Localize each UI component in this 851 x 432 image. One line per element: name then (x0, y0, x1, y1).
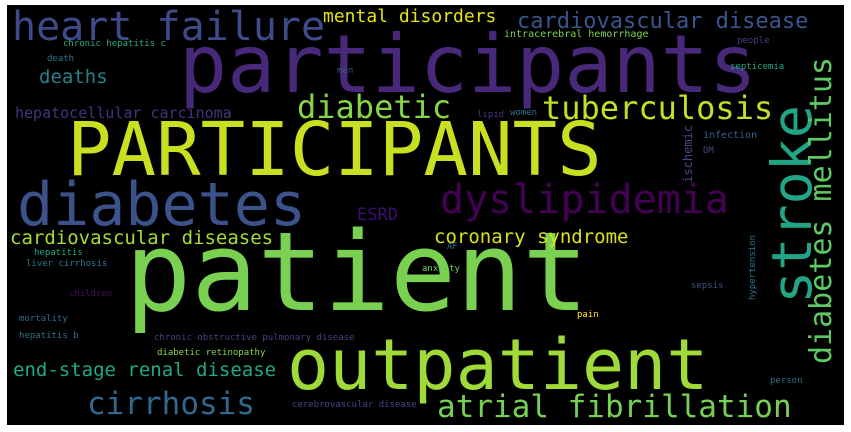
word-hepatitis: hepatitis (34, 248, 83, 258)
word-cardiovascular-diseases: cardiovascular diseases (10, 227, 274, 249)
word-cardiovascular-disease: cardiovascular disease (517, 9, 809, 34)
word-coronary-syndrome: coronary syndrome (434, 226, 629, 248)
word-dyslipidemia: dyslipidemia (440, 177, 729, 223)
word-participants: participants (179, 18, 757, 111)
word-liver-cirrhosis: liver cirrhosis (26, 259, 108, 269)
word-sepsis: sepsis (691, 281, 724, 291)
word-chronic-hepatitis-c: chronic hepatitis c (63, 39, 166, 49)
word-mortality: mortality (19, 314, 68, 324)
word-ESRD: ESRD (357, 205, 398, 225)
word-outpatient: outpatient (287, 324, 709, 406)
word-cerebrovascular-disease: cerebrovascular disease (292, 400, 417, 410)
word-person: person (770, 376, 803, 386)
word-anxiety: anxiety (422, 264, 460, 274)
word-AF: AF (447, 242, 458, 252)
word-DM: DM (703, 146, 714, 156)
word-diabetic: diabetic (297, 88, 452, 126)
word-death: death (47, 54, 75, 64)
word-diabetic-retinopathy: diabetic retinopathy (157, 348, 266, 358)
word-cloud: patient PARTICIPANTS participants outpat… (7, 5, 844, 425)
word-hepatitis-b: hepatitis b (19, 331, 79, 341)
word-hypertension: hypertension (748, 235, 758, 301)
word-infection: infection (703, 130, 758, 141)
word-end-stage-renal-disease: end-stage renal disease (13, 359, 277, 381)
word-men: men (337, 66, 354, 76)
word-pain: pain (577, 310, 599, 320)
word-tuberculosis: tuberculosis (542, 89, 774, 127)
word-cirrhosis: cirrhosis (87, 386, 255, 422)
word-mental-disorders: mental disorders (323, 6, 497, 27)
word-PARTICIPANTS: PARTICIPANTS (67, 107, 602, 193)
word-diabetes: diabetes (17, 170, 306, 240)
word-lipid: lipid (477, 110, 505, 120)
word-people: people (737, 36, 770, 46)
word-women: women (510, 108, 538, 118)
word-children: children (69, 289, 113, 299)
word-septicemia: septicemia (730, 62, 785, 72)
word-ischemic: ischemic (681, 125, 695, 183)
word-chronic-obstructive-pulmonary-disease: chronic obstructive pulmonary disease (154, 333, 355, 343)
word-patient: patient (125, 208, 589, 336)
word-deaths: deaths (39, 66, 108, 88)
word-diabetes-mellitus: diabetes mellitus (804, 57, 839, 365)
word-hepatocellular-carcinoma: hepatocellular carcinoma (15, 104, 232, 122)
word-atrial-fibrillation: atrial fibrillation (437, 389, 792, 425)
word-heart-failure: heart failure (12, 5, 326, 50)
word-intracerebral-hemorrhage: intracerebral hemorrhage (504, 29, 649, 40)
